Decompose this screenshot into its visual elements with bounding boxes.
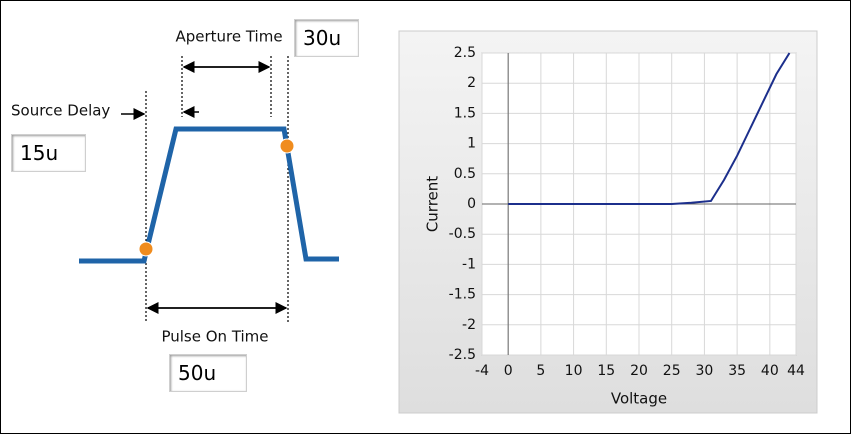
x-tick-label: 15	[597, 363, 615, 379]
x-tick-label: 5	[536, 363, 545, 379]
x-tick-label: 0	[504, 363, 513, 379]
x-axis-label: Voltage	[611, 390, 667, 408]
numeric-input[interactable]: 15u	[11, 134, 86, 172]
x-tick-label: 44	[787, 363, 805, 379]
y-tick-label: -1	[462, 256, 476, 272]
data-line	[508, 52, 791, 205]
y-tick-label: -2.5	[449, 347, 476, 363]
x-tick-label: -4	[475, 363, 489, 379]
y-axis-label: Current	[424, 176, 442, 232]
y-tick-label: 2	[467, 75, 476, 91]
x-tick-label: 25	[663, 363, 681, 379]
y-tick-label: -1.5	[449, 287, 476, 303]
y-tick-label: -0.5	[449, 226, 476, 242]
label: Aperture Time	[175, 28, 282, 46]
x-tick-label: 30	[696, 363, 714, 379]
y-tick-label: 2.5	[454, 45, 476, 61]
x-tick-label: 10	[565, 363, 583, 379]
y-tick-label: 1.5	[454, 105, 476, 121]
numeric-input[interactable]: 50u	[169, 354, 247, 392]
x-tick-label: 40	[761, 363, 779, 379]
x-tick-label: 20	[630, 363, 648, 379]
y-tick-label: 1	[467, 136, 476, 152]
y-tick-label: 0	[467, 196, 476, 212]
x-tick-label: 35	[728, 363, 746, 379]
y-tick-label: -2	[462, 317, 476, 333]
y-tick-label: 0.5	[454, 166, 476, 182]
label: Source Delay	[11, 102, 110, 120]
label: Pulse On Time	[161, 328, 268, 346]
numeric-input[interactable]: 30u	[294, 19, 359, 57]
